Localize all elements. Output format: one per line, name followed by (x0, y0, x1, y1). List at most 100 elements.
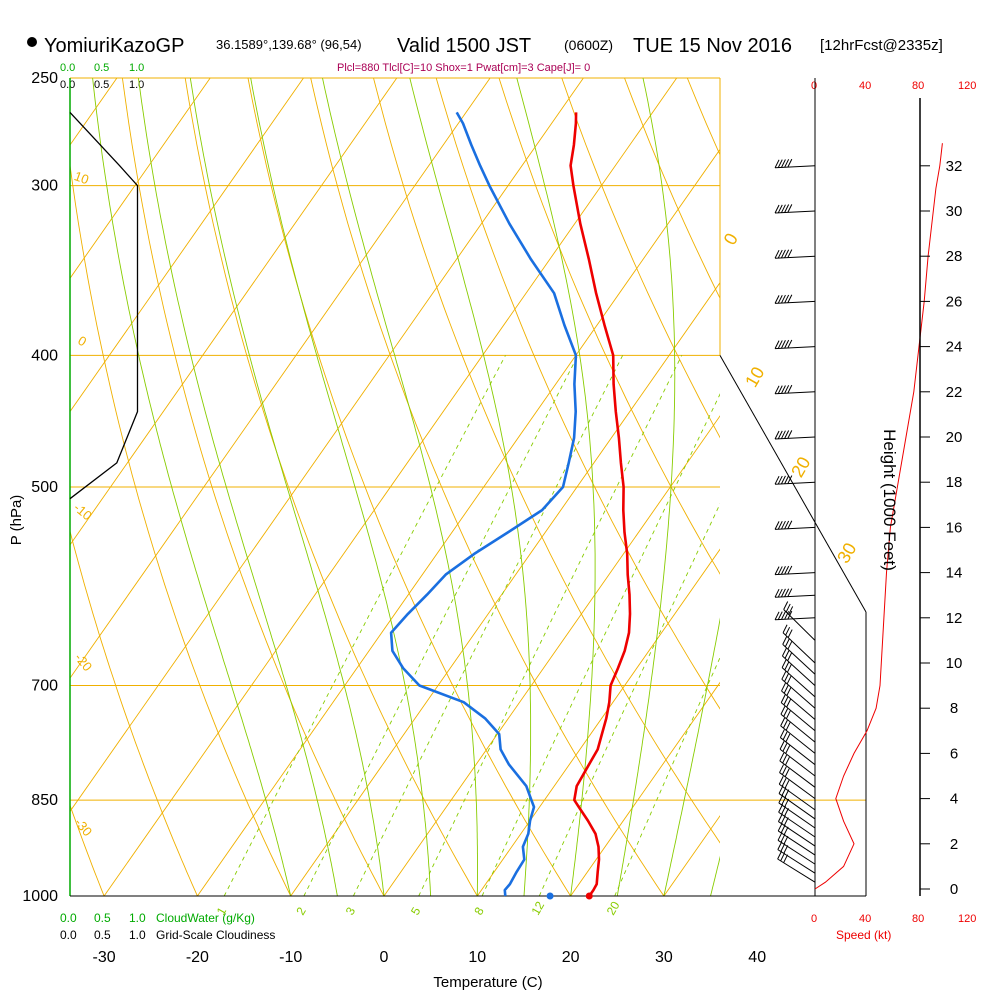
cloudwater-tick-bottom-2: 1.0 (129, 911, 146, 925)
wind-barb-flag (774, 159, 780, 169)
height-tick-14: 14 (946, 565, 963, 582)
mixing-ratio-label: 12 (528, 899, 547, 918)
valid-date: TUE 15 Nov 2016 (633, 35, 792, 57)
wind-barb-flag (786, 698, 792, 708)
temperature-tick-40: 40 (748, 949, 766, 966)
wind-barb-flag (777, 521, 783, 530)
wind-barb-flag (780, 706, 786, 715)
wind-barb-flag (781, 778, 787, 787)
wind-barb-shaft (778, 783, 816, 811)
temperature-tick--10: -10 (279, 949, 302, 966)
wind-barb-flag (777, 475, 783, 485)
wind-barb-shaft (775, 617, 816, 621)
wind-barb-flag (777, 340, 783, 349)
wind-barb-flag (781, 671, 787, 680)
dry-adiabat (184, 78, 478, 896)
isotherm (290, 281, 720, 896)
wind-barb-flag (785, 745, 791, 754)
cloudiness-tick-bottom-0: 0.0 (60, 928, 77, 942)
wind-barb-flag (784, 673, 789, 682)
dewpoint-surface-point (546, 892, 554, 900)
dry-adiabat (498, 78, 720, 575)
height-tick-2: 2 (950, 836, 958, 853)
wind-barb-shaft (775, 300, 816, 304)
isotherm (0, 78, 24, 896)
wind-barb-flag (784, 520, 790, 530)
speed-tick-bottom-2: 80 (912, 913, 924, 925)
dry-adiabats (0, 78, 720, 896)
wind-barb-flag (784, 780, 790, 789)
wind-barb-shaft (779, 748, 816, 777)
wind-barb-flag (780, 294, 786, 304)
cloud-profiles (69, 111, 139, 500)
wind-barb-flag (774, 475, 780, 485)
dry-adiabat (373, 78, 720, 844)
wind-barb-flag (786, 664, 792, 673)
wind-barb-shaft (777, 839, 816, 865)
temperature-tick--20: -20 (186, 949, 209, 966)
isotherm (70, 78, 491, 679)
isotherm (70, 78, 211, 280)
wind-barb-shaft (777, 858, 816, 883)
wind-barb-flag (774, 340, 780, 349)
wind-barb-flag (774, 611, 780, 621)
cloudiness-line (69, 111, 139, 500)
wind-barb-flag (784, 159, 790, 168)
wind-barb-flag (780, 430, 786, 439)
wind-barb-shaft (780, 725, 816, 754)
wind-barb-flag (783, 601, 789, 610)
dry-adiabat-label: 0 (720, 230, 742, 249)
wind-barb-flag (780, 159, 786, 168)
height-tick-26: 26 (946, 293, 963, 310)
wind-barb-shaft (775, 346, 816, 350)
speed-legend: Speed (kt) (836, 928, 891, 942)
wind-barb-shaft (783, 609, 816, 641)
wind-barb-flag (780, 843, 786, 852)
plot-frame (69, 78, 867, 897)
wind-barb-shaft (782, 632, 816, 664)
wind-barb-flag (774, 566, 780, 575)
wind-barb-flag (787, 158, 793, 168)
moist-adiabats (92, 78, 720, 896)
isotherm (70, 78, 304, 413)
wind-barb-shaft (778, 821, 816, 847)
height-tick-12: 12 (946, 610, 963, 627)
isotherm (70, 78, 398, 546)
wind-barb-shaft (782, 655, 816, 686)
wind-barb-flag (782, 636, 788, 645)
wind-barb-shaft (780, 737, 816, 766)
wind-barb-flag (783, 685, 789, 694)
cloudwater-tick-bottom-0: 0.0 (60, 911, 77, 925)
wind-barb-flag (779, 741, 785, 750)
cloudwater-tick-top-2: 1.0 (129, 62, 144, 74)
cloudiness-tick-bottom-2: 1.0 (129, 928, 146, 942)
wind-barb-flag (779, 764, 784, 773)
mixing-ratio-line (481, 393, 720, 896)
wind-speed-line (814, 143, 943, 890)
wind-barb-flag (781, 659, 787, 668)
wind-barb-flag (784, 249, 790, 258)
moist-adiabat (322, 78, 478, 896)
moist-adiabat (663, 617, 720, 896)
temperature-tick-30: 30 (655, 949, 673, 966)
wind-barb-flag (784, 294, 790, 304)
wind-barb-flag (780, 852, 786, 862)
mixing-ratio-labels: 1 2 3 5 8 12 20 (214, 899, 623, 918)
wind-barb-shaft (775, 436, 816, 440)
temperature-tick-10: 10 (468, 949, 486, 966)
height-tick-32: 32 (946, 158, 963, 175)
speed-tick-top-3: 120 (958, 80, 976, 92)
wind-barb-shaft (779, 772, 816, 800)
height-tick-8: 8 (950, 700, 958, 717)
stability-indices: Plcl=880 Tlcl[C]=10 Shox=1 Pwat[cm]=3 Ca… (337, 62, 590, 74)
height-tick-30: 30 (946, 203, 963, 220)
mixing-ratio-label: 3 (343, 904, 359, 917)
wind-barb-flag (777, 385, 783, 394)
wind-barb-flag (784, 650, 790, 659)
valid-zulu: (0600Z) (564, 37, 613, 53)
pressure-tick-250: 250 (31, 70, 58, 87)
wind-barb-flag (784, 661, 790, 671)
moist-adiabat (516, 78, 596, 896)
dry-adiabat (0, 78, 11, 896)
